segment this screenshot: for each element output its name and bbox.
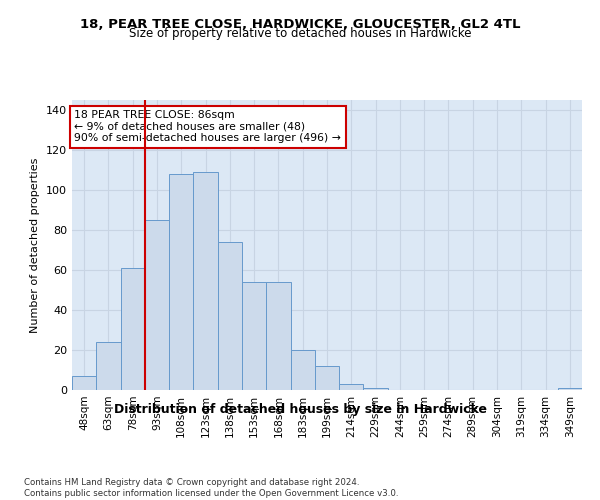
Bar: [218, 242, 242, 390]
Bar: [558, 388, 582, 390]
Bar: [364, 388, 388, 390]
Text: Contains HM Land Registry data © Crown copyright and database right 2024.
Contai: Contains HM Land Registry data © Crown c…: [24, 478, 398, 498]
Bar: [242, 282, 266, 390]
Bar: [72, 376, 96, 390]
Bar: [145, 220, 169, 390]
Bar: [121, 268, 145, 390]
Bar: [193, 172, 218, 390]
Text: 18 PEAR TREE CLOSE: 86sqm
← 9% of detached houses are smaller (48)
90% of semi-d: 18 PEAR TREE CLOSE: 86sqm ← 9% of detach…: [74, 110, 341, 143]
Bar: [266, 282, 290, 390]
Text: 18, PEAR TREE CLOSE, HARDWICKE, GLOUCESTER, GL2 4TL: 18, PEAR TREE CLOSE, HARDWICKE, GLOUCEST…: [80, 18, 520, 30]
Text: Size of property relative to detached houses in Hardwicke: Size of property relative to detached ho…: [129, 28, 471, 40]
Bar: [290, 350, 315, 390]
Bar: [339, 384, 364, 390]
Y-axis label: Number of detached properties: Number of detached properties: [31, 158, 40, 332]
Text: Distribution of detached houses by size in Hardwicke: Distribution of detached houses by size …: [113, 402, 487, 415]
Bar: [169, 174, 193, 390]
Bar: [96, 342, 121, 390]
Bar: [315, 366, 339, 390]
